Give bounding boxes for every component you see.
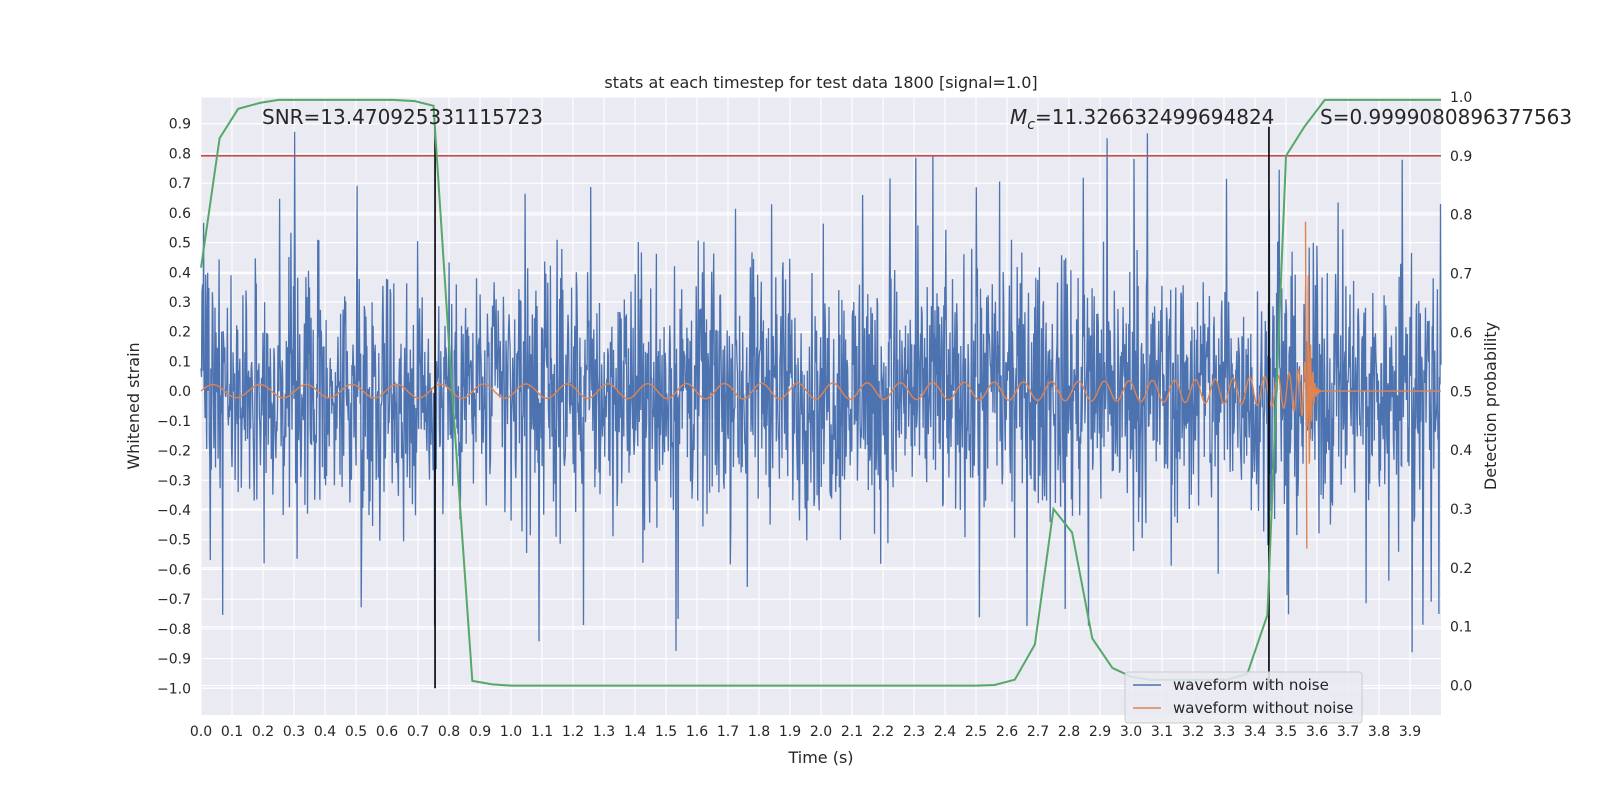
y2-tick-label: 0.8 (1450, 208, 1472, 224)
legend-label-noisy: waveform with noise (1173, 676, 1329, 694)
x-tick-label: 0.3 (283, 724, 305, 740)
detection-probability-line (200, 98, 1441, 687)
x-tick-label: 1.9 (779, 724, 801, 740)
waveform-without-noise-line (200, 221, 1441, 549)
legend-label-clean: waveform without noise (1173, 699, 1353, 717)
y-tick-label: 0.6 (169, 206, 191, 222)
x-tick-label: 1.3 (593, 724, 615, 740)
y-tick-label: −0.7 (157, 592, 191, 608)
y-tick-label: −0.2 (157, 444, 191, 460)
chart-title: stats at each timestep for test data 180… (604, 73, 1037, 92)
chirp-mass-value: =11.326632499694824 (1035, 105, 1274, 129)
y-tick-label: −0.6 (157, 562, 191, 578)
x-tick-label: 1.2 (562, 724, 584, 740)
legend-box (1124, 671, 1363, 724)
y-tick-label: 0.1 (169, 354, 191, 370)
x-tick-label: 2.3 (903, 724, 925, 740)
x-tick-label: 2.1 (841, 724, 863, 740)
x-tick-label: 3.7 (1337, 724, 1359, 740)
x-tick-label: 2.0 (810, 724, 832, 740)
x-tick-label: 1.1 (531, 724, 553, 740)
waveform-with-noise-line (200, 131, 1442, 653)
x-tick-label: 0.0 (190, 724, 212, 740)
x-tick-label: 0.7 (407, 724, 429, 740)
y2-tick-label: 0.3 (1450, 502, 1472, 518)
noisy-waveform-series (200, 131, 1442, 653)
y-tick-label: −1.0 (157, 681, 191, 697)
x-tick-label: 1.5 (655, 724, 677, 740)
detection-score-annotation: S=0.9999080896377563 (1320, 105, 1572, 129)
y2-tick-label: 0.9 (1450, 149, 1472, 165)
x-tick-label: 3.8 (1368, 724, 1390, 740)
x-tick-label: 2.5 (965, 724, 987, 740)
x-tick-label: 3.4 (1244, 724, 1266, 740)
y-tick-label: −0.8 (157, 622, 191, 638)
y-tick-label: 0.3 (169, 295, 191, 311)
legend: waveform with noise waveform without noi… (1124, 671, 1363, 724)
x-tick-label: 3.0 (1120, 724, 1142, 740)
x-tick-label: 3.2 (1182, 724, 1204, 740)
probability-overlay (200, 98, 1441, 689)
x-tick-label: 1.8 (748, 724, 770, 740)
clean-waveform-series (200, 221, 1441, 549)
x-tick-label: 2.9 (1089, 724, 1111, 740)
y-axis-label: Whitened strain (124, 342, 143, 469)
x-axis-label: Time (s) (787, 748, 853, 767)
x-tick-label: 0.5 (345, 724, 367, 740)
x-tick-label: 2.4 (934, 724, 956, 740)
x-tick-label: 3.1 (1151, 724, 1173, 740)
y2-tick-label: 0.5 (1450, 384, 1472, 400)
y-tick-label: −0.5 (157, 533, 191, 549)
x-tick-label: 2.8 (1058, 724, 1080, 740)
y-tick-label: −0.3 (157, 473, 191, 489)
y-tick-label: 0.7 (169, 176, 191, 192)
x-tick-label: 0.1 (221, 724, 243, 740)
x-tick-label: 0.2 (252, 724, 274, 740)
y-tick-label: 0.8 (169, 146, 191, 162)
snr-annotation: SNR=13.470925331115723 (262, 105, 543, 129)
x-tick-label: 1.0 (500, 724, 522, 740)
y2-tick-label: 0.1 (1450, 620, 1472, 636)
y-tick-label: 0.2 (169, 325, 191, 341)
y-tick-label: 0.0 (169, 384, 191, 400)
x-tick-label: 1.6 (686, 724, 708, 740)
x-tick-label: 1.7 (717, 724, 739, 740)
chirp-mass-subscript: c (1027, 117, 1035, 133)
y2-tick-labels: 1.0 0.9 0.8 0.7 0.6 0.5 0.4 0.3 0.2 0.1 0.0 (1450, 90, 1472, 695)
x-tick-label: 2.7 (1027, 724, 1049, 740)
x-tick-label: 2.6 (996, 724, 1018, 740)
y-tick-label: 0.4 (169, 265, 191, 281)
y2-tick-label: 0.4 (1450, 443, 1472, 459)
y-tick-label: −0.9 (157, 652, 191, 668)
chirp-mass-annotation: Mc=11.326632499694824 (1010, 105, 1274, 133)
x-tick-label: 3.5 (1275, 724, 1297, 740)
x-tick-label: 0.6 (376, 724, 398, 740)
y2-tick-label: 0.0 (1450, 679, 1472, 695)
x-tick-label: 0.8 (438, 724, 460, 740)
y-tick-label: 0.9 (169, 117, 191, 133)
y-tick-label: −0.1 (157, 414, 191, 430)
x-tick-labels: 0.0 0.1 0.2 0.3 0.4 0.5 0.6 0.7 0.8 0.9 1.0 1.1 1.2 1… (190, 724, 1421, 740)
x-tick-label: 0.4 (314, 724, 336, 740)
x-tick-label: 3.9 (1399, 724, 1421, 740)
y-tick-label: 0.5 (169, 236, 191, 252)
y-tick-labels: 0.9 0.8 0.7 0.6 0.5 0.4 0.3 0.2 0.1 0.0 −0.1 −0.2 −0… (157, 117, 191, 698)
y2-tick-label: 0.7 (1450, 267, 1472, 283)
x-tick-label: 0.9 (469, 724, 491, 740)
y2-tick-label: 0.6 (1450, 325, 1472, 341)
x-tick-label: 2.2 (872, 724, 894, 740)
y-tick-label: −0.4 (157, 503, 191, 519)
x-tick-label: 3.6 (1306, 724, 1328, 740)
x-tick-label: 3.3 (1213, 724, 1235, 740)
chirp-mass-symbol: M (1010, 105, 1027, 129)
y2-tick-label: 0.2 (1450, 561, 1472, 577)
y2-axis-label: Detection probability (1481, 322, 1500, 490)
y2-tick-label: 1.0 (1450, 90, 1472, 106)
x-tick-label: 1.4 (624, 724, 646, 740)
